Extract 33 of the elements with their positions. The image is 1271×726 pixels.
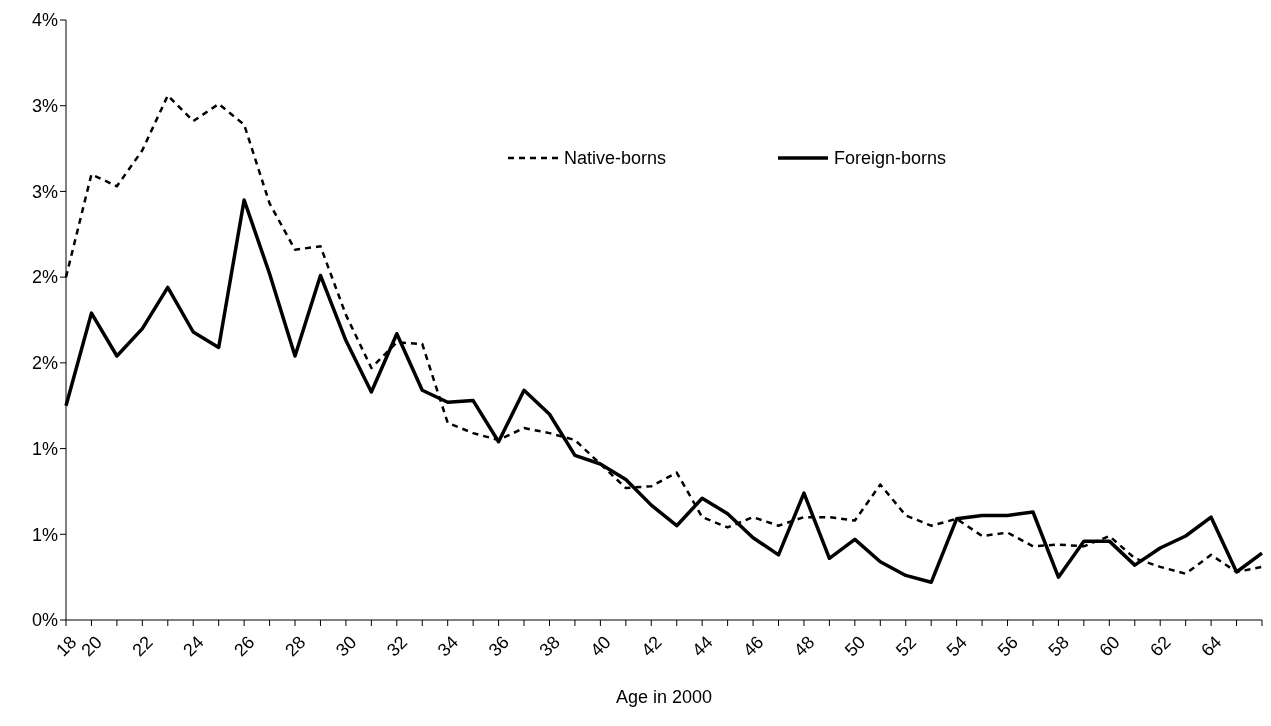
x-tick-label: 48 (790, 632, 819, 661)
x-axis-title: Age in 2000 (615, 687, 713, 707)
x-tick-label: 56 (993, 632, 1022, 661)
x-tick-label: 54 (942, 632, 971, 661)
y-tick-label: 3% (31, 96, 58, 117)
y-tick-label: 3% (31, 181, 58, 202)
x-tick-label: 44 (688, 632, 717, 661)
x-tick-label: 42 (637, 632, 666, 661)
x-tick-label: 60 (1095, 632, 1124, 661)
x-tick-label: 46 (739, 632, 768, 661)
x-tick-label: 64 (1197, 632, 1226, 661)
x-tick-label: 34 (433, 632, 463, 661)
x-tick-label: 26 (230, 632, 259, 661)
x-tick-label: 62 (1146, 632, 1175, 661)
x-tick-label: 28 (281, 632, 310, 661)
legend-label: Foreign-borns (834, 148, 947, 169)
legend-label: Native-borns (564, 148, 667, 169)
x-tick-label: 38 (535, 632, 564, 661)
y-tick-label: 2% (31, 267, 58, 288)
x-tick-label: 40 (586, 632, 615, 661)
x-tick-label: 58 (1044, 632, 1073, 661)
x-tick-label: 22 (128, 632, 157, 661)
y-tick-label: 4% (31, 10, 58, 31)
x-tick-label: 50 (840, 632, 870, 661)
y-tick-label: 2% (31, 353, 58, 374)
x-tick-label: 36 (484, 632, 513, 661)
y-tick-label: 1% (31, 438, 58, 459)
y-tick-label: 1% (31, 524, 58, 545)
x-tick-label: 32 (382, 632, 412, 661)
x-tick-label: 52 (891, 632, 921, 661)
y-tick-label: 0% (31, 610, 58, 631)
x-tick-label: 30 (331, 632, 361, 661)
x-tick-label: 24 (179, 632, 208, 661)
